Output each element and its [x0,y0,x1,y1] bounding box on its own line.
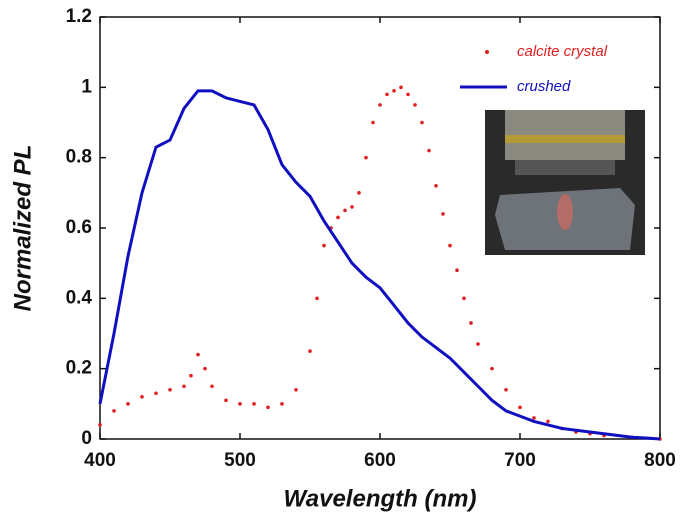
data-point [392,89,396,93]
data-point [350,205,354,209]
data-point [210,384,214,389]
data-point [420,120,424,125]
y-tick-label: 0 [81,428,92,449]
data-point [476,342,480,346]
data-point [448,243,452,248]
data-point [308,349,312,353]
data-point [357,191,361,195]
data-point [336,215,340,220]
data-point [518,405,522,410]
data-point [189,373,193,378]
data-point [112,409,116,413]
data-point [399,85,403,90]
data-point [196,352,200,357]
data-point [98,423,102,427]
x-tick-label: 500 [224,450,256,471]
data-point [532,416,536,420]
data-point [427,148,431,153]
y-tick-label: 0.4 [66,287,93,308]
data-point [294,387,298,392]
data-point [280,402,284,406]
data-point [168,387,172,392]
x-tick-label: 800 [644,450,676,471]
y-tick-label: 1.2 [66,6,92,27]
x-tick-label: 400 [84,450,116,471]
x-axis-label: Wavelength (nm) [284,485,477,512]
x-tick-label: 700 [504,450,536,471]
y-tick-label: 0.8 [66,147,92,168]
data-point [413,103,417,107]
data-point [315,296,319,301]
data-point [434,184,438,188]
data-point [182,384,186,389]
data-point [455,268,459,273]
legend-marker [485,50,489,54]
data-point [490,366,494,371]
data-point [406,92,410,97]
x-tick-label: 600 [364,450,396,471]
data-point [504,387,508,392]
data-point [238,402,242,406]
legend-label: crushed [517,78,571,95]
y-tick-label: 1 [81,76,92,97]
inset-photo [485,110,645,255]
y-tick-label: 0.6 [66,217,92,238]
data-point [469,321,473,325]
data-point [441,212,445,216]
data-point [224,398,228,403]
data-point [140,395,144,399]
y-axis-label: Normalized PL [9,145,36,312]
data-point [343,208,347,213]
data-point [378,103,382,107]
data-point [322,243,326,248]
data-point [252,402,256,406]
data-point [203,366,207,371]
y-tick-label: 0.2 [66,358,92,379]
data-point [371,120,375,125]
data-point [266,405,270,410]
data-line [98,89,661,441]
data-point [385,92,389,97]
data-point [126,402,130,406]
data-point [364,155,368,160]
data-point [462,296,466,301]
data-point [154,391,158,396]
data-point [546,419,550,424]
legend-label: calcite crystal [517,43,608,60]
